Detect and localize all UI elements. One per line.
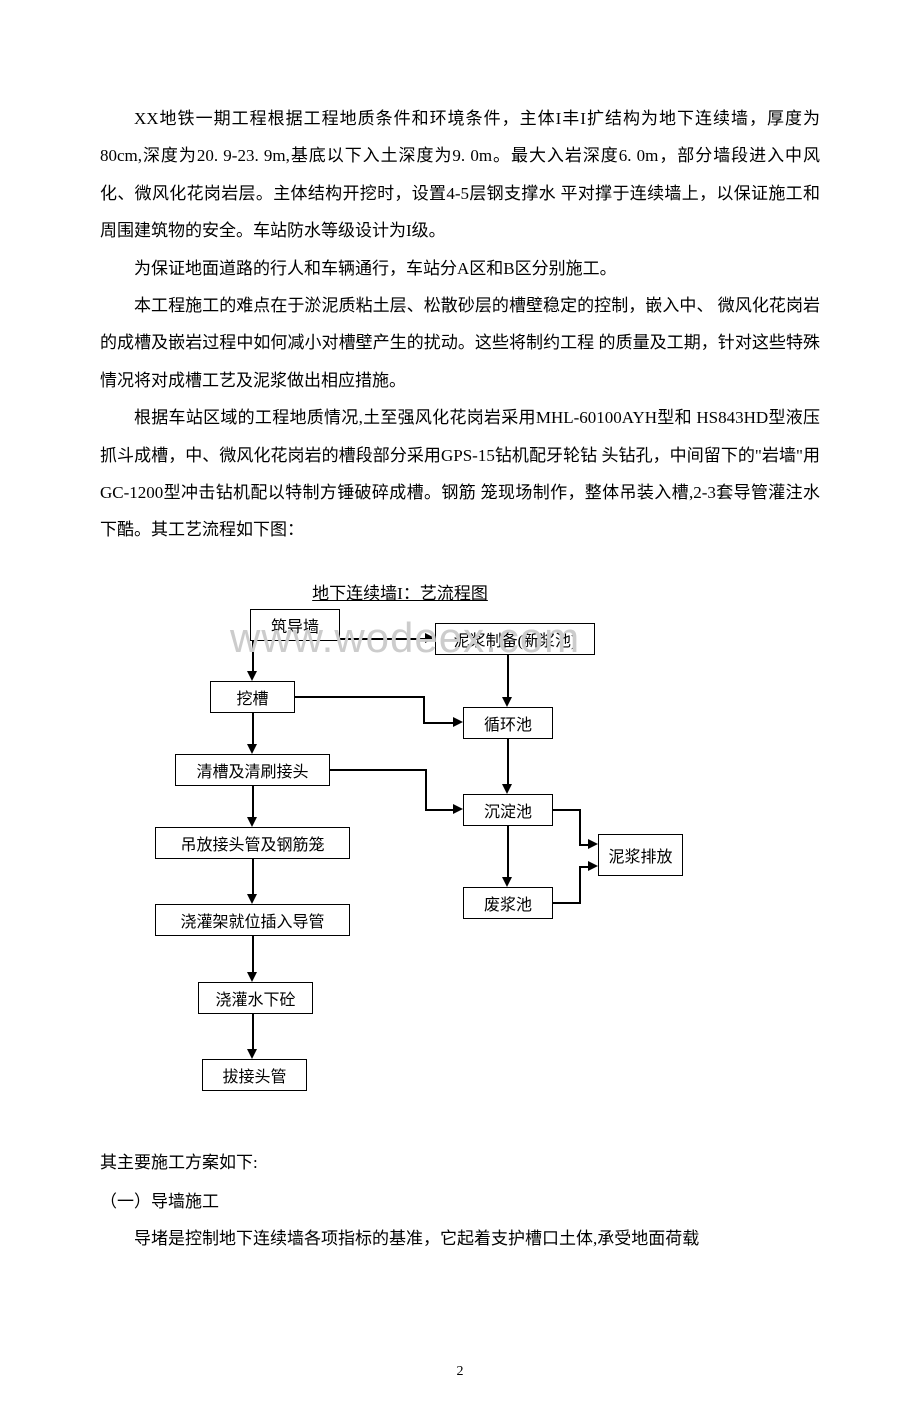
arrow-line <box>252 859 254 896</box>
arrow-head <box>588 839 598 849</box>
arrow-line <box>252 713 254 746</box>
paragraph-3: 本工程施工的难点在于淤泥质粘土层、松散砂层的槽壁稳定的控制，嵌入中、 微风化花岗… <box>100 287 820 399</box>
page-number: 2 <box>0 1364 920 1380</box>
paragraph-2: 为保证地面道路的行人和车辆通行，车站分A区和B区分别施工。 <box>100 250 820 287</box>
flow-box-10: 沉淀池 <box>463 794 553 826</box>
arrow-head <box>502 877 512 887</box>
flow-box-12: 泥浆排放 <box>598 834 683 876</box>
arrow-line <box>579 809 581 845</box>
arrow-head <box>247 817 257 827</box>
bottom-line-1: 其主要施工方案如下: <box>100 1144 820 1181</box>
arrow-head <box>247 972 257 982</box>
arrow-head <box>247 894 257 904</box>
arrow-head <box>502 697 512 707</box>
arrow-line <box>252 936 254 974</box>
paragraph-4: 根据车站区域的工程地质情况,土至强风化花岗岩采用MHL-60100AYH型和 H… <box>100 399 820 549</box>
flow-box-6: 浇灌水下砼 <box>198 982 313 1014</box>
arrow-line <box>423 722 455 724</box>
flow-box-7: 拔接头管 <box>202 1059 307 1091</box>
arrow-line <box>507 739 509 786</box>
flowchart-container: 地下连续墙I：艺流程图 www.wodeex.com 筑导墙 挖槽 清槽及清刷接… <box>100 579 680 1139</box>
flowchart-title: 地下连续墙I：艺流程图 <box>270 579 530 604</box>
paragraph-1: XX地铁一期工程根据工程地质条件和环境条件，主体I丰I扩结构为地下连续墙，厚度为… <box>100 100 820 250</box>
arrow-line <box>579 866 581 904</box>
arrow-line <box>553 809 581 811</box>
watermark: www.wodeex.com <box>230 614 580 662</box>
arrow-line <box>295 696 425 698</box>
flow-box-9: 循环池 <box>463 707 553 739</box>
arrow-head <box>453 717 463 727</box>
arrow-line <box>507 826 509 879</box>
flow-box-11: 废浆池 <box>463 887 553 919</box>
arrow-head <box>247 744 257 754</box>
arrow-line <box>425 769 427 809</box>
section-label: （一）导墙施工 <box>100 1183 820 1220</box>
arrow-head <box>588 861 598 871</box>
arrow-head <box>453 804 463 814</box>
arrow-line <box>252 1014 254 1051</box>
arrow-line <box>553 902 581 904</box>
arrow-head <box>247 1049 257 1059</box>
arrow-line <box>330 769 427 771</box>
flow-box-2: 挖槽 <box>210 681 295 713</box>
arrow-line <box>423 696 425 723</box>
arrow-line <box>252 786 254 819</box>
flow-box-5: 浇灌架就位插入导管 <box>155 904 350 936</box>
bottom-line-3: 导堵是控制地下连续墙各项指标的基准，它起着支护槽口土体,承受地面荷载 <box>100 1220 820 1257</box>
arrow-head <box>502 784 512 794</box>
flow-box-3: 清槽及清刷接头 <box>175 754 330 786</box>
flow-box-4: 吊放接头管及钢筋笼 <box>155 827 350 859</box>
arrow-line <box>425 809 455 811</box>
arrow-head <box>247 671 257 681</box>
